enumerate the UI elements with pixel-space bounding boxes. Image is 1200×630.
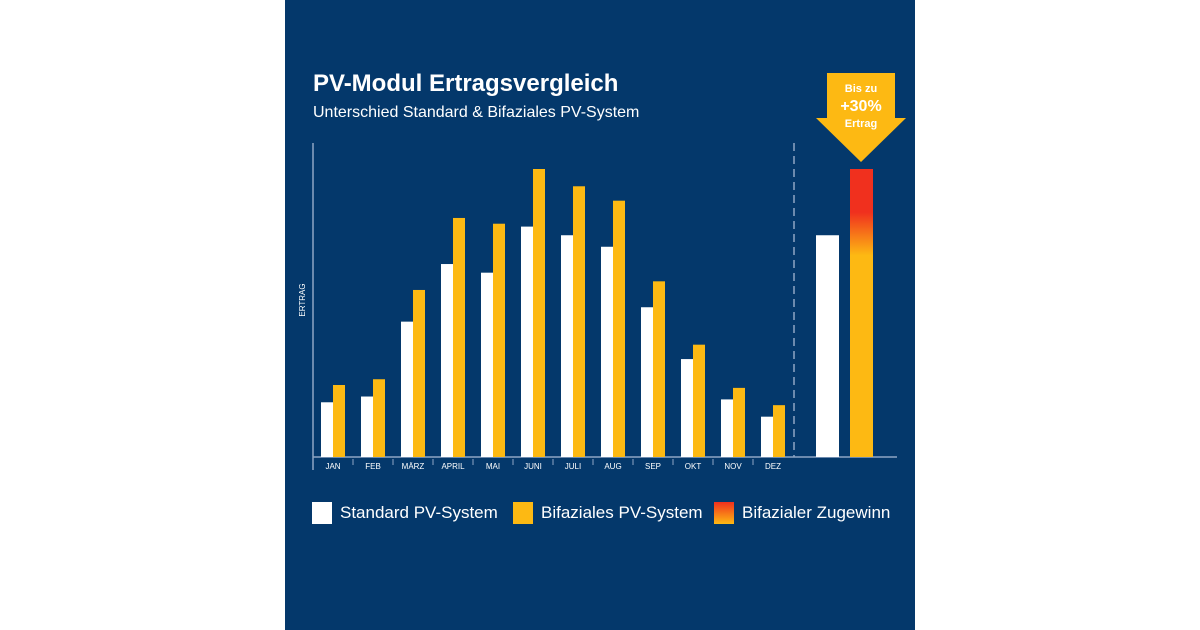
bar-standard-9	[681, 359, 693, 457]
x-tick-label: AUG	[604, 462, 621, 471]
bar-bifazial-11	[773, 405, 785, 457]
bar-summary-standard	[816, 235, 839, 457]
x-tick-label: OKT	[685, 462, 702, 471]
legend-zugewinn: Bifazialer Zugewinn	[714, 502, 890, 524]
bar-standard-4	[481, 272, 493, 457]
bar-standard-10	[721, 399, 733, 457]
legend-swatch-zugewinn	[714, 502, 734, 524]
bar-bifazial-5	[533, 169, 545, 457]
bar-summary-bifazial	[850, 169, 873, 457]
bar-standard-8	[641, 307, 653, 457]
bar-bifazial-8	[653, 281, 665, 457]
x-tick-label: DEZ	[765, 462, 781, 471]
chart-title: PV-Modul Ertragsvergleich	[313, 70, 619, 97]
callout-arrow: Bis zu +30% Ertrag	[816, 73, 906, 162]
legend-standard: Standard PV-System	[312, 502, 498, 524]
bar-standard-6	[561, 235, 573, 457]
chart-panel: PV-Modul Ertragsvergleich Unterschied St…	[285, 0, 915, 630]
x-tick-label: JUNI	[524, 462, 542, 471]
x-tick-label: SEP	[645, 462, 661, 471]
legend-bifazial: Bifaziales PV-System	[513, 502, 703, 524]
bar-bifazial-7	[613, 200, 625, 457]
legend-swatch-standard	[312, 502, 332, 524]
x-tick-label: APRIL	[441, 462, 465, 471]
x-tick-label: NOV	[724, 462, 742, 471]
bar-bifazial-0	[333, 385, 345, 457]
bar-standard-1	[361, 396, 373, 457]
x-tick-label: JULI	[565, 462, 581, 471]
legend-label: Bifaziales PV-System	[541, 503, 703, 522]
bar-bifazial-4	[493, 223, 505, 457]
x-tick-label: FEB	[365, 462, 381, 471]
bar-standard-3	[441, 264, 453, 457]
y-axis-label: ERTRAG	[298, 283, 307, 316]
bar-standard-0	[321, 402, 333, 457]
bar-bifazial-6	[573, 186, 585, 457]
bar-bifazial-2	[413, 289, 425, 457]
callout-line2: +30%	[840, 98, 881, 115]
bar-standard-2	[401, 321, 413, 457]
bar-bifazial-9	[693, 344, 705, 457]
bar-bifazial-3	[453, 217, 465, 457]
legend-label: Bifazialer Zugewinn	[742, 503, 891, 522]
callout-line1: Bis zu	[845, 83, 877, 95]
arrow-down-icon	[816, 73, 906, 162]
bar-bifazial-10	[733, 387, 745, 457]
bar-bifazial-1	[373, 379, 385, 457]
legend-label: Standard PV-System	[340, 503, 498, 522]
bar-standard-7	[601, 246, 613, 457]
callout-line3: Ertrag	[845, 118, 877, 130]
x-tick-label: MAI	[486, 462, 500, 471]
bar-standard-11	[761, 416, 773, 457]
legend-swatch-bifazial	[513, 502, 533, 524]
bar-standard-5	[521, 226, 533, 457]
bar-chart: ERTRAG JAN FEB MÄRZ APRIL MAI JUNI JULI AUG SEP O…	[298, 73, 906, 471]
x-tick-label: JAN	[325, 462, 340, 471]
chart-subtitle: Unterschied Standard & Bifaziales PV-Sys…	[313, 104, 640, 121]
x-tick-label: MÄRZ	[402, 462, 425, 471]
